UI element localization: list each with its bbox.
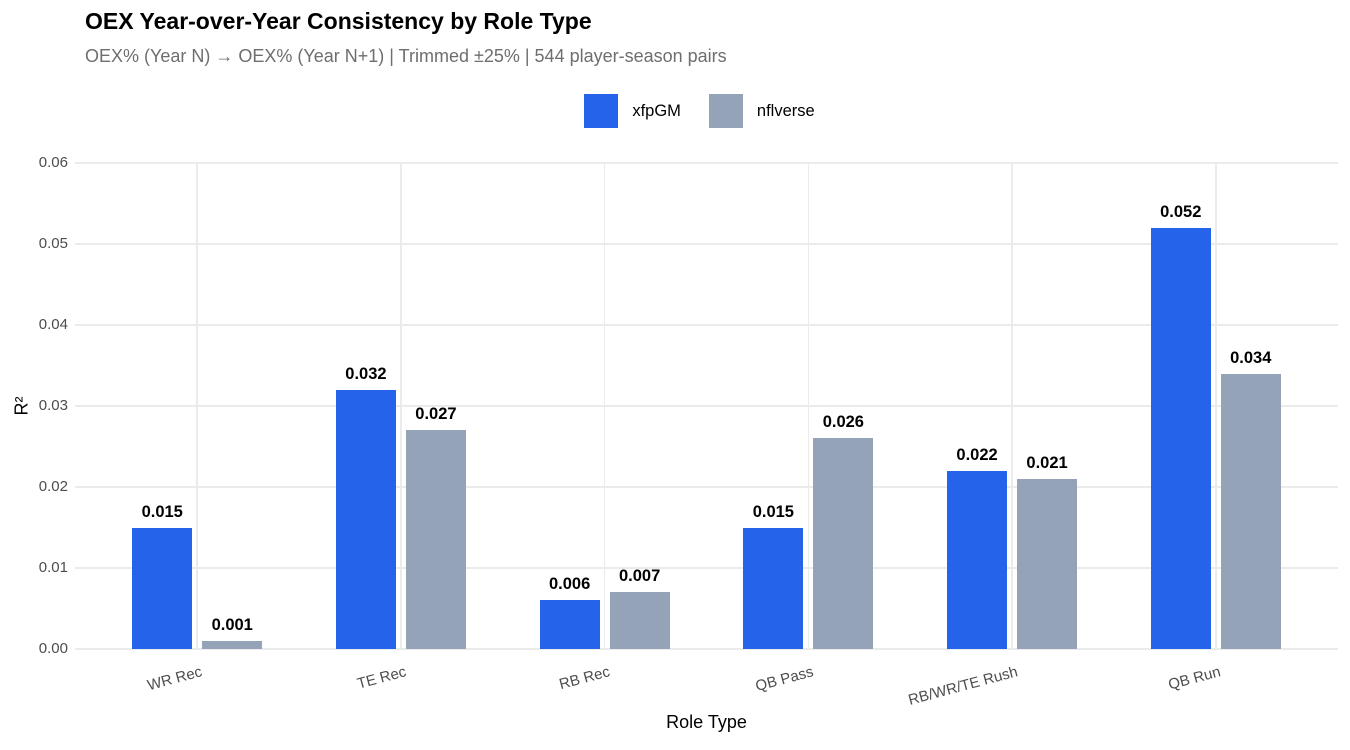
y-tick-label: 0.06	[38, 154, 68, 171]
legend-swatch-xfpgm	[584, 94, 619, 128]
bar-nflverse	[609, 592, 670, 649]
bar-value-label: 0.021	[1026, 453, 1068, 472]
gridline-vertical	[1215, 163, 1217, 649]
gridline-horizontal	[75, 405, 1338, 407]
bar-xfpGM	[1150, 227, 1211, 649]
bar-nflverse	[1017, 478, 1078, 649]
bar-nflverse	[202, 640, 263, 649]
y-tick-label: 0.04	[38, 316, 68, 333]
gridline-vertical	[807, 163, 810, 649]
gridline-vertical	[1011, 163, 1013, 649]
bar-xfpGM	[132, 527, 193, 649]
bar-value-label: 0.026	[822, 413, 864, 432]
x-tick-label: TE Rec	[355, 663, 409, 693]
bar-value-label: 0.006	[548, 575, 591, 594]
bar-xfpGM	[947, 470, 1008, 649]
bar-value-label: 0.015	[752, 502, 794, 521]
bar-nflverse	[405, 430, 466, 649]
gridline-horizontal	[75, 648, 1338, 650]
gridline-horizontal	[75, 567, 1338, 569]
chart-title: OEX Year-over-Year Consistency by Role T…	[85, 8, 592, 34]
x-tick-label: RB Rec	[557, 663, 612, 694]
y-tick-label: 0.03	[38, 397, 68, 414]
legend: xfpGM nflverse	[75, 94, 1338, 128]
gridline-vertical	[196, 163, 198, 649]
bar-value-label: 0.034	[1230, 348, 1272, 367]
bar-value-label: 0.052	[1160, 202, 1202, 221]
gridline-horizontal	[75, 243, 1338, 245]
y-tick-label: 0.02	[38, 478, 68, 495]
gridline-vertical	[603, 163, 606, 649]
legend-label-xfpgm: xfpGM	[632, 101, 681, 120]
bar-nflverse	[813, 438, 874, 649]
bar-xfpGM	[539, 600, 600, 649]
gridline-horizontal	[75, 162, 1338, 164]
bar-value-label: 0.027	[415, 405, 457, 424]
x-tick-label: WR Rec	[145, 663, 205, 695]
x-tick-label: RB/WR/TE Rush	[906, 663, 1020, 709]
legend-swatch-nflverse	[708, 94, 743, 128]
y-tick-label: 0.01	[38, 559, 68, 576]
gridline-horizontal	[75, 324, 1338, 326]
bar-nflverse	[1220, 373, 1281, 649]
y-tick-label: 0.05	[38, 235, 68, 252]
gridline-horizontal	[75, 486, 1338, 488]
x-tick-label: QB Run	[1166, 663, 1223, 694]
y-tick-label: 0.00	[38, 640, 68, 657]
bar-value-label: 0.007	[618, 567, 661, 586]
x-axis-title: Role Type	[666, 712, 747, 732]
bar-value-label: 0.015	[141, 502, 183, 521]
chart-subtitle: OEX% (Year N) → OEX% (Year N+1) | Trimme…	[85, 46, 727, 66]
bar-value-label: 0.001	[211, 615, 253, 634]
bar-value-label: 0.022	[956, 445, 998, 464]
legend-label-nflverse: nflverse	[756, 101, 815, 120]
bar-xfpGM	[335, 389, 396, 649]
x-tick-label: QB Pass	[753, 663, 816, 696]
bar-value-label: 0.032	[345, 364, 387, 383]
gridline-vertical	[400, 163, 402, 649]
bar-xfpGM	[743, 527, 804, 649]
